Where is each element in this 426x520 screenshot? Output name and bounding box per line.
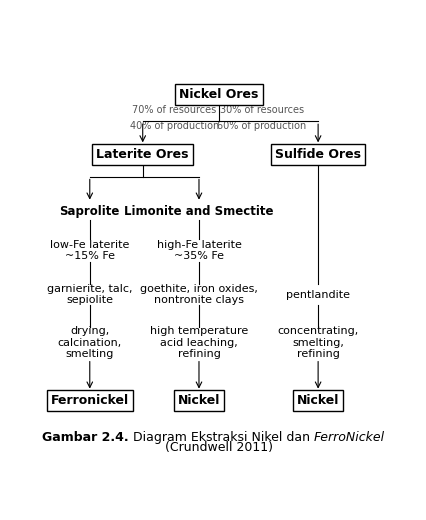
Text: 40% of production: 40% of production: [129, 121, 218, 131]
Text: 60% of production: 60% of production: [217, 121, 306, 131]
Text: Sulfide Ores: Sulfide Ores: [274, 148, 360, 161]
Text: Saprolite: Saprolite: [60, 205, 120, 218]
Text: Ferronickel: Ferronickel: [51, 394, 129, 407]
Text: (Crundwell 2011): (Crundwell 2011): [164, 441, 272, 454]
Text: Nickel: Nickel: [296, 394, 339, 407]
Text: drying,
calcination,
smelting: drying, calcination, smelting: [58, 326, 121, 359]
Text: Laterite Ores: Laterite Ores: [96, 148, 189, 161]
Text: concentrating,
smelting,
refining: concentrating, smelting, refining: [277, 326, 358, 359]
Text: Diagram Ekstraksi Nikel dan: Diagram Ekstraksi Nikel dan: [129, 432, 313, 445]
Text: garnierite, talc,
sepiolite: garnierite, talc, sepiolite: [47, 284, 132, 305]
Text: FerroNickel: FerroNickel: [313, 432, 384, 445]
Text: Gambar 2.4.: Gambar 2.4.: [42, 432, 129, 445]
Text: Nickel Ores: Nickel Ores: [179, 88, 258, 101]
Text: Nickel: Nickel: [177, 394, 220, 407]
Text: low-Fe laterite
~15% Fe: low-Fe laterite ~15% Fe: [50, 240, 129, 262]
Text: 70% of resources: 70% of resources: [132, 105, 216, 115]
Text: pentlandite: pentlandite: [285, 290, 349, 300]
Text: 30% of resources: 30% of resources: [219, 105, 303, 115]
Text: high temperature
acid leaching,
refining: high temperature acid leaching, refining: [150, 326, 248, 359]
Text: goethite, iron oxides,
nontronite clays: goethite, iron oxides, nontronite clays: [140, 284, 257, 305]
Text: high-Fe laterite
~35% Fe: high-Fe laterite ~35% Fe: [156, 240, 241, 262]
Text: Limonite and Smectite: Limonite and Smectite: [124, 205, 273, 218]
